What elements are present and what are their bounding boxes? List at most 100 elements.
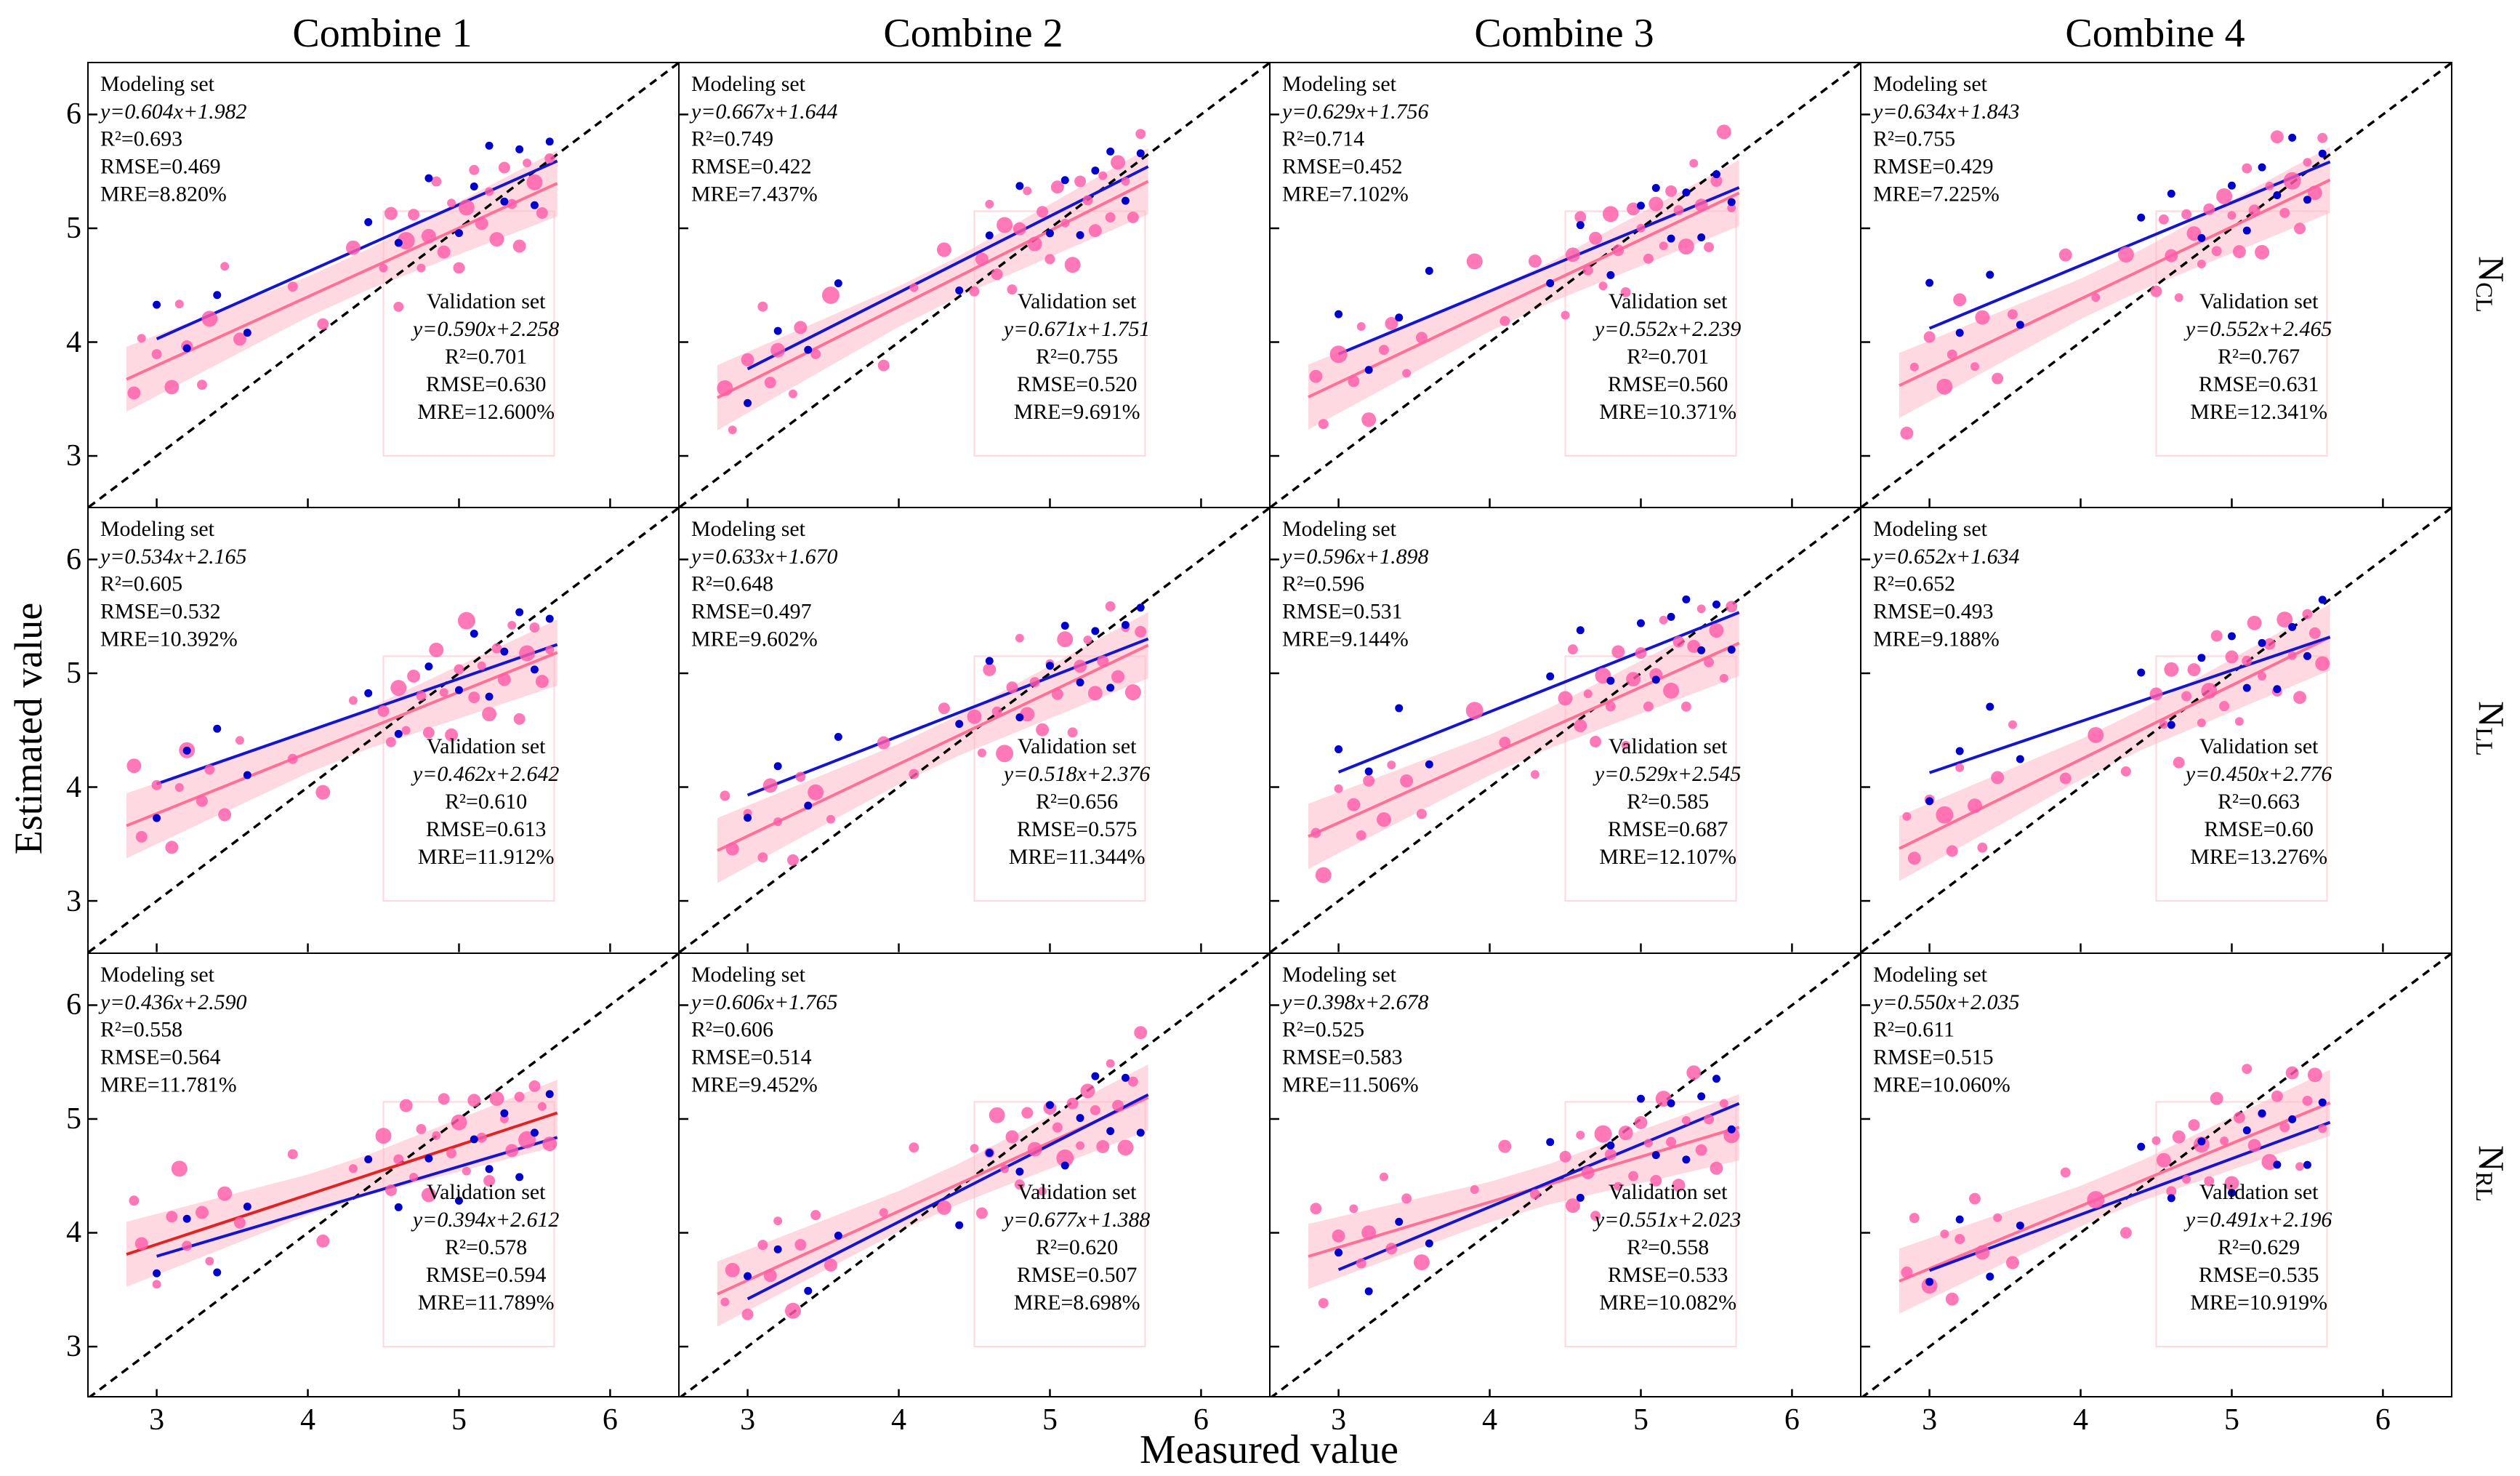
y-tick-label: 3	[66, 1330, 81, 1363]
modeling-stats-line: y=0.550x+2.035	[1871, 990, 2020, 1014]
modeling-point	[1565, 1198, 1580, 1214]
modeling-point	[773, 817, 783, 827]
modeling-point	[2287, 651, 2297, 661]
modeling-point	[1953, 293, 1967, 307]
modeling-stats-line: y=0.652x+1.634	[1871, 545, 2020, 569]
modeling-stats-line: y=0.398x+2.678	[1280, 990, 1429, 1014]
validation-point	[2303, 652, 2311, 661]
validation-stats-line: Validation set	[427, 735, 546, 759]
modeling-point	[2220, 1136, 2229, 1146]
modeling-point	[1105, 601, 1116, 612]
modeling-point	[1056, 1149, 1074, 1167]
modeling-point	[2210, 630, 2223, 642]
modeling-point	[519, 646, 536, 662]
modeling-point	[1719, 674, 1728, 683]
modeling-point	[345, 240, 361, 255]
validation-point	[1060, 622, 1069, 630]
scatter-plot: Modeling set y=0.634x+1.843 R²=0.755 RMSE=0…	[1861, 63, 2451, 508]
modeling-stats-line: RMSE=0.532	[100, 600, 221, 624]
validation-stats-line: y=0.529x+2.545	[1593, 763, 1742, 787]
modeling-point	[348, 1164, 358, 1174]
modeling-point	[1678, 238, 1694, 255]
modeling-point	[1356, 322, 1366, 331]
modeling-point	[233, 332, 246, 346]
validation-point	[213, 725, 222, 734]
y-tick-label: 5	[66, 657, 81, 691]
modeling-point	[1348, 375, 1360, 388]
validation-point	[213, 1268, 222, 1277]
modeling-point	[1466, 253, 1483, 270]
row-label-sub: LL	[2471, 727, 2497, 756]
modeling-point	[535, 675, 549, 689]
validation-point	[1106, 683, 1115, 692]
legend-frame-artifact	[382, 655, 555, 902]
validation-point	[2242, 226, 2251, 235]
modeling-point	[2173, 757, 2185, 769]
modeling-point	[1636, 223, 1646, 233]
validation-point	[773, 1245, 782, 1254]
validation-stats-line: RMSE=0.575	[1017, 817, 1138, 841]
validation-point	[1015, 1167, 1024, 1176]
modeling-point	[975, 252, 989, 266]
validation-stats-line: Validation set	[427, 289, 546, 313]
modeling-point	[1050, 180, 1064, 194]
modeling-point	[2008, 721, 2017, 730]
subplot-grid: Modeling set y=0.604x+1.982 R²=0.693 RMSE=0…	[66, 62, 2452, 1435]
modeling-point	[2234, 717, 2244, 726]
modeling-point	[2225, 650, 2239, 664]
validation-point	[2288, 623, 2297, 632]
modeling-point	[1356, 830, 1366, 841]
modeling-point	[2158, 214, 2169, 225]
validation-point	[394, 238, 403, 247]
modeling-point	[997, 217, 1013, 233]
validation-stats-line: y=0.462x+2.642	[411, 763, 560, 787]
modeling-point	[514, 1091, 525, 1102]
validation-point	[834, 733, 842, 742]
modeling-point	[1901, 1266, 1913, 1278]
validation-point	[1606, 270, 1615, 279]
modeling-point	[2120, 766, 2131, 777]
validation-point	[364, 1155, 373, 1163]
modeling-point	[2187, 663, 2201, 677]
validation-point	[1651, 1151, 1660, 1160]
modeling-stats-line: R²=0.605	[100, 572, 182, 596]
scatter-plot: Modeling set y=0.606x+1.765 R²=0.606 RMSE=0…	[680, 953, 1269, 1398]
modeling-point	[1574, 211, 1587, 223]
validation-stats-line: R²=0.629	[2218, 1235, 2300, 1259]
validation-point	[1651, 675, 1660, 684]
validation-point	[985, 657, 994, 665]
modeling-point	[2293, 691, 2307, 705]
validation-point	[1925, 278, 1934, 287]
modeling-stats-line: R²=0.596	[1282, 572, 1364, 596]
modeling-point	[507, 198, 518, 209]
validation-point	[1697, 1092, 1706, 1101]
modeling-point	[287, 281, 298, 292]
legend-frame-artifact	[2155, 210, 2328, 457]
modeling-point	[1704, 241, 1715, 252]
modeling-point	[1127, 211, 1139, 223]
validation-point	[2016, 755, 2024, 763]
modeling-point	[498, 161, 510, 174]
modeling-point	[1111, 670, 1125, 684]
validation-point	[1727, 1125, 1736, 1134]
modeling-point	[1127, 1076, 1138, 1087]
modeling-point	[1665, 185, 1678, 197]
validation-point	[773, 762, 782, 771]
validation-fit-line	[1928, 160, 2331, 330]
modeling-stats-line: y=0.634x+1.843	[1871, 100, 2020, 124]
modeling-point	[821, 286, 840, 305]
validation-point	[1682, 188, 1691, 197]
modeling-stats-line: MRE=9.602%	[691, 627, 818, 651]
validation-point	[364, 689, 373, 698]
validation-fit-line	[1337, 611, 1740, 774]
modeling-point	[1311, 828, 1321, 839]
modeling-point	[393, 1154, 404, 1165]
modeling-point	[741, 1308, 754, 1320]
modeling-stats-line: MRE=9.144%	[1282, 627, 1409, 651]
modeling-point	[165, 841, 179, 854]
modeling-point	[1385, 316, 1398, 330]
modeling-point	[877, 359, 890, 372]
modeling-point	[235, 736, 244, 745]
modeling-point	[757, 852, 768, 863]
